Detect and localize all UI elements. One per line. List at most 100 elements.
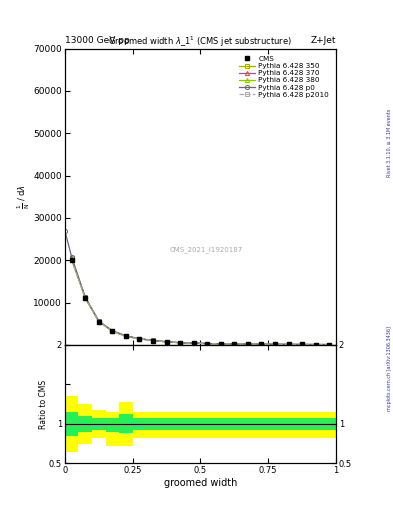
Text: Z+Jet: Z+Jet xyxy=(310,36,336,45)
CMS xyxy=(232,341,237,347)
Pythia 6.428 p0 xyxy=(273,341,277,347)
Pythia 6.428 370 xyxy=(123,333,128,339)
Pythia 6.428 380 xyxy=(300,342,305,348)
Text: mcplots.cern.ch [arXiv:1306.3436]: mcplots.cern.ch [arXiv:1306.3436] xyxy=(387,326,392,411)
Pythia 6.428 p0 xyxy=(83,294,88,300)
Pythia 6.428 370 xyxy=(69,257,74,263)
CMS xyxy=(96,318,101,325)
Pythia 6.428 370 xyxy=(219,340,223,347)
Pythia 6.428 p0 xyxy=(137,335,142,342)
Pythia 6.428 p2010 xyxy=(110,328,115,334)
Pythia 6.428 350 xyxy=(273,341,277,347)
Pythia 6.428 370 xyxy=(96,318,101,325)
Pythia 6.428 380 xyxy=(151,337,155,344)
Pythia 6.428 350 xyxy=(232,341,237,347)
Pythia 6.428 p0 xyxy=(313,342,318,348)
Pythia 6.428 p2010 xyxy=(273,341,277,347)
Pythia 6.428 350 xyxy=(246,341,250,347)
Pythia 6.428 380 xyxy=(219,340,223,347)
Pythia 6.428 350 xyxy=(110,328,115,334)
Pythia 6.428 p2010 xyxy=(137,336,142,342)
CMS xyxy=(286,342,291,348)
Y-axis label: $\frac{1}{\mathrm{N}}$ / $\mathrm{d}\lambda$: $\frac{1}{\mathrm{N}}$ / $\mathrm{d}\lam… xyxy=(16,184,32,209)
Pythia 6.428 p0 xyxy=(164,339,169,345)
Pythia 6.428 370 xyxy=(327,342,332,348)
Pythia 6.428 370 xyxy=(137,336,142,342)
Pythia 6.428 350 xyxy=(69,255,74,261)
Pythia 6.428 370 xyxy=(151,337,155,344)
CMS xyxy=(191,340,196,346)
CMS xyxy=(164,339,169,345)
CMS xyxy=(300,342,305,348)
Pythia 6.428 p0 xyxy=(219,340,223,347)
Pythia 6.428 380 xyxy=(313,342,318,348)
Pythia 6.428 350 xyxy=(313,342,318,348)
Pythia 6.428 370 xyxy=(273,341,277,347)
Pythia 6.428 p2010 xyxy=(205,340,209,347)
Pythia 6.428 p2010 xyxy=(286,342,291,348)
Pythia 6.428 380 xyxy=(273,341,277,347)
Pythia 6.428 350 xyxy=(178,339,182,346)
Pythia 6.428 350 xyxy=(164,339,169,345)
Pythia 6.428 p2010 xyxy=(232,341,237,347)
Pythia 6.428 p0 xyxy=(151,337,155,344)
Pythia 6.428 p0 xyxy=(300,342,305,348)
Pythia 6.428 350 xyxy=(96,318,101,324)
Pythia 6.428 380 xyxy=(123,333,128,339)
Text: Rivet 3.1.10, ≥ 3.1M events: Rivet 3.1.10, ≥ 3.1M events xyxy=(387,109,392,178)
CMS xyxy=(151,337,155,344)
Pythia 6.428 380 xyxy=(164,339,169,345)
Pythia 6.428 350 xyxy=(137,336,142,342)
Line: Pythia 6.428 370: Pythia 6.428 370 xyxy=(70,258,331,347)
Pythia 6.428 380 xyxy=(286,342,291,348)
Pythia 6.428 p0 xyxy=(191,340,196,346)
Pythia 6.428 p0 xyxy=(69,254,74,260)
Pythia 6.428 350 xyxy=(191,340,196,346)
Pythia 6.428 350 xyxy=(259,341,264,347)
Pythia 6.428 380 xyxy=(327,342,332,348)
Pythia 6.428 p2010 xyxy=(246,341,250,347)
CMS xyxy=(313,342,318,348)
Line: Pythia 6.428 350: Pythia 6.428 350 xyxy=(70,256,331,347)
Pythia 6.428 380 xyxy=(178,339,182,346)
Pythia 6.428 370 xyxy=(259,341,264,347)
Pythia 6.428 p2010 xyxy=(259,341,264,347)
Title: Groomed width $\lambda\_1^1$ (CMS jet substructure): Groomed width $\lambda\_1^1$ (CMS jet su… xyxy=(108,34,292,49)
Pythia 6.428 p0 xyxy=(232,341,237,347)
Pythia 6.428 350 xyxy=(205,340,209,347)
Pythia 6.428 p2010 xyxy=(96,318,101,325)
Pythia 6.428 p2010 xyxy=(164,339,169,345)
Pythia 6.428 380 xyxy=(259,341,264,347)
CMS xyxy=(327,342,332,348)
Pythia 6.428 p0 xyxy=(259,341,264,347)
Pythia 6.428 370 xyxy=(246,341,250,347)
Legend: CMS, Pythia 6.428 350, Pythia 6.428 370, Pythia 6.428 380, Pythia 6.428 p0, Pyth: CMS, Pythia 6.428 350, Pythia 6.428 370,… xyxy=(239,55,330,98)
Pythia 6.428 370 xyxy=(286,342,291,348)
Pythia 6.428 380 xyxy=(69,256,74,262)
Pythia 6.428 p2010 xyxy=(178,339,182,346)
Pythia 6.428 p0 xyxy=(246,341,250,347)
Pythia 6.428 p0 xyxy=(62,227,67,233)
CMS xyxy=(123,333,128,339)
Pythia 6.428 380 xyxy=(232,341,237,347)
CMS xyxy=(83,295,88,302)
Y-axis label: Ratio to CMS: Ratio to CMS xyxy=(39,379,48,429)
Line: CMS: CMS xyxy=(69,258,332,347)
Pythia 6.428 p2010 xyxy=(313,342,318,348)
Pythia 6.428 370 xyxy=(110,328,115,334)
CMS xyxy=(69,257,74,263)
Pythia 6.428 350 xyxy=(327,342,332,348)
Pythia 6.428 380 xyxy=(191,340,196,346)
Pythia 6.428 p2010 xyxy=(151,337,155,344)
Pythia 6.428 350 xyxy=(286,342,291,348)
Pythia 6.428 370 xyxy=(313,342,318,348)
Pythia 6.428 p0 xyxy=(123,333,128,339)
Line: Pythia 6.428 380: Pythia 6.428 380 xyxy=(70,257,331,347)
Pythia 6.428 p0 xyxy=(327,342,332,348)
Pythia 6.428 370 xyxy=(191,340,196,346)
Pythia 6.428 370 xyxy=(300,342,305,348)
Pythia 6.428 380 xyxy=(246,341,250,347)
CMS xyxy=(178,339,182,346)
CMS xyxy=(246,341,250,347)
Pythia 6.428 370 xyxy=(83,295,88,301)
